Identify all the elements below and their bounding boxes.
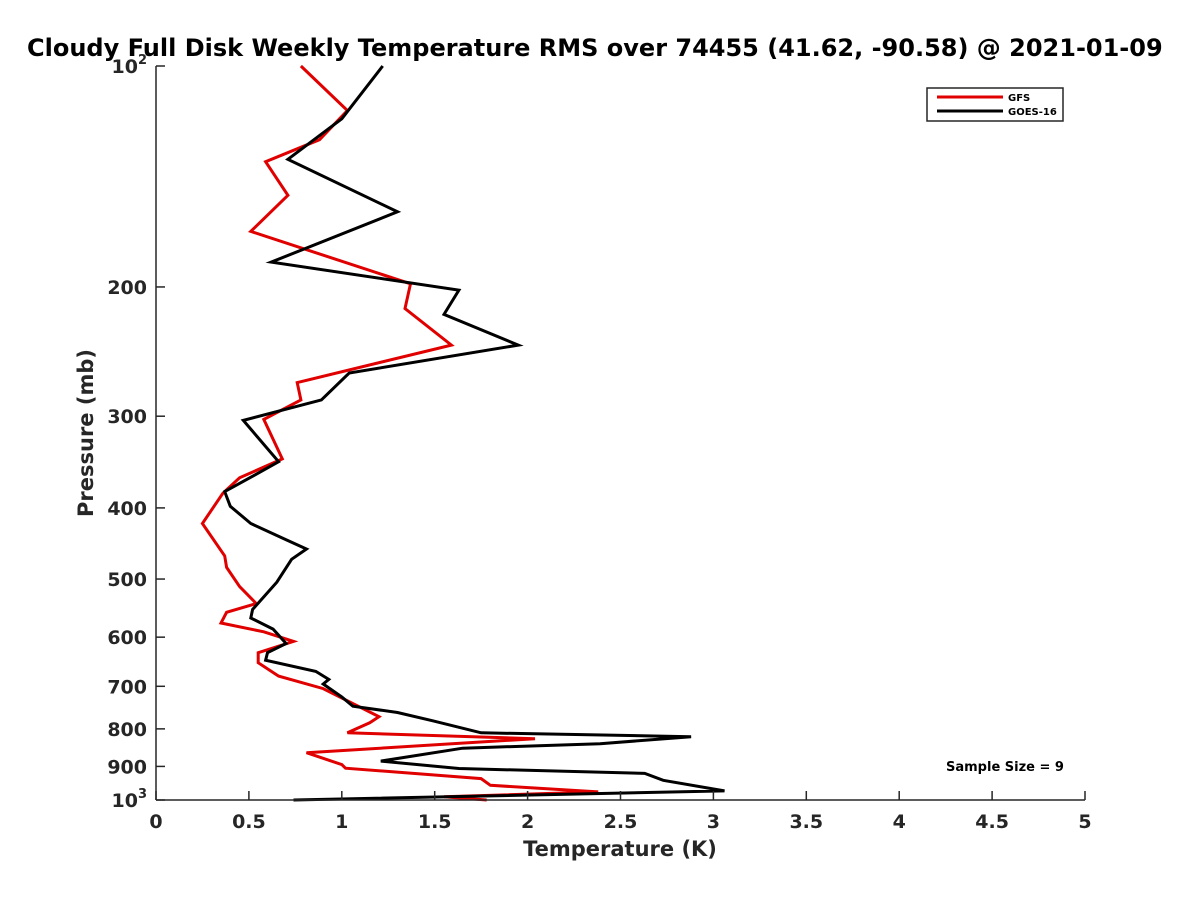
y-tick-label: 500 (107, 569, 147, 591)
x-ticks: 0 0.5 1 1.5 2 2.5 3 3.5 4 4.5 5 (149, 791, 1092, 833)
y-axis-label: Pressure (mb) (74, 349, 98, 517)
x-tick-label: 5 (1078, 811, 1091, 833)
y-tick-label: 700 (107, 676, 147, 698)
legend: GFS GOES-16 (926, 87, 1064, 122)
series-line-gfs (200, 64, 599, 802)
legend-box (926, 87, 1064, 122)
y-tick-label: 400 (107, 498, 147, 520)
x-tick-label: 2.5 (604, 811, 638, 833)
x-tick-label: 3 (707, 811, 720, 833)
y-tick-label: 200 (107, 277, 147, 299)
y-tick-label: 300 (107, 406, 147, 428)
x-tick-label: 4.5 (975, 811, 1009, 833)
y-tick-label: 600 (107, 627, 147, 649)
series-group (200, 64, 725, 802)
y-tick-label: 102 (112, 53, 148, 78)
y-tick-label: 800 (107, 719, 147, 741)
y-tick-label: 103 (112, 787, 148, 812)
chart-title: Cloudy Full Disk Weekly Temperature RMS … (27, 34, 1163, 62)
x-tick-label: 0.5 (232, 811, 266, 833)
legend-label-gfs: GFS (1008, 93, 1030, 104)
y-tick-label: 900 (107, 756, 147, 778)
x-tick-label: 4 (893, 811, 906, 833)
legend-label-goes16: GOES-16 (1008, 107, 1057, 118)
sample-size-annotation: Sample Size = 9 (946, 760, 1064, 775)
x-tick-label: 3.5 (789, 811, 823, 833)
x-tick-label: 1 (335, 811, 348, 833)
series-line-goes16 (222, 65, 725, 802)
x-axis-label: Temperature (K) (523, 837, 717, 861)
y-ticks: 102 200 300 400 500 600 700 800 900 103 (107, 53, 165, 812)
x-tick-label: 1.5 (418, 811, 452, 833)
x-tick-label: 0 (149, 811, 162, 833)
x-tick-label: 2 (521, 811, 534, 833)
